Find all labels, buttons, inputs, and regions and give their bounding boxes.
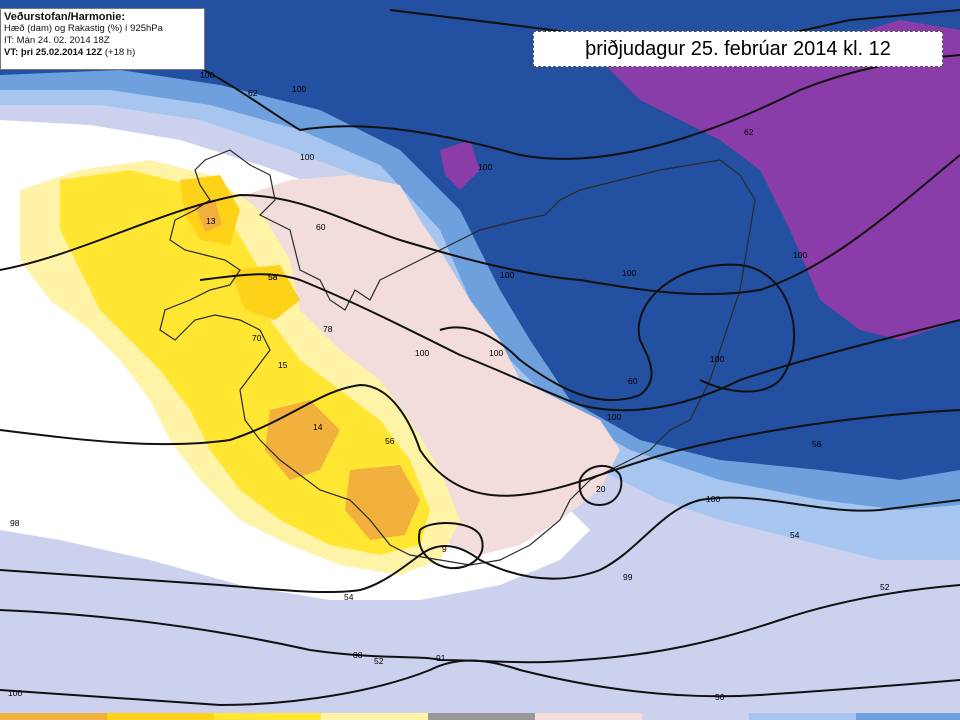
contour-label: 60 — [316, 222, 326, 232]
height-contours — [0, 9, 960, 707]
valid-time: VT: þri 25.02.2014 12Z (+18 h) — [4, 47, 201, 59]
humidity-label: 100 — [478, 162, 492, 172]
humidity-label: 15 — [278, 360, 288, 370]
humidity-label: 100 — [8, 688, 22, 698]
scale-gray — [428, 713, 535, 720]
humidity-label: 70 — [252, 333, 262, 343]
contour-label: 56 — [812, 439, 822, 449]
humidity-label: 100 — [706, 494, 720, 504]
scale-orange — [0, 713, 107, 720]
contour-label: 52 — [880, 582, 890, 592]
forecast-info-panel: Veðurstofan/Harmonie: Hæð (dam) og Rakas… — [0, 8, 205, 70]
contour-label: 54 — [344, 592, 354, 602]
height-contour-labels: 62 60 58 56 54 52 50 62 60 56 54 52 — [248, 88, 890, 702]
contour-label: 50 — [715, 692, 725, 702]
humidity-label: 100 — [200, 70, 214, 80]
humidity-label: 14 — [313, 422, 323, 432]
contour-52 — [0, 584, 960, 664]
humidity-labels: 100 100 100 100 100 100 100 100 100 100 … — [8, 70, 807, 698]
contour-54 — [0, 496, 960, 594]
contour-60 — [0, 154, 960, 296]
variable-description: Hæð (dam) og Rakastig (%) í 925hPa — [4, 23, 163, 34]
humidity-label: 99 — [623, 572, 633, 582]
contour-20-loop — [578, 465, 623, 507]
humidity-label: 100 — [292, 84, 306, 94]
contour-62b — [119, 39, 960, 160]
humidity-band-orange-1 — [265, 400, 340, 480]
humidity-label: 100 — [607, 412, 621, 422]
scale-pink — [535, 713, 642, 720]
contour-label: 54 — [790, 530, 800, 540]
humidity-label: 100 — [300, 152, 314, 162]
contour-label: 62 — [744, 127, 754, 137]
humidity-label: 13 — [206, 216, 216, 226]
iceland-coastline — [159, 149, 756, 566]
model-title: Veðurstofan/Harmonie: — [4, 11, 126, 23]
valid-time-offset: (+18 h) — [104, 47, 136, 58]
humidity-label: 100 — [415, 348, 429, 358]
humidity-label: 100 — [710, 354, 724, 364]
scale-gold — [107, 713, 214, 720]
contour-56 — [0, 383, 960, 497]
humidity-label: 91 — [436, 653, 446, 663]
scale-lavender — [642, 713, 749, 720]
initial-time: IT: Mán 24. 02. 2014 18Z — [4, 35, 110, 46]
humidity-label: 88 — [353, 650, 363, 660]
humidity-label: 100 — [500, 270, 514, 280]
humidity-label: 98 — [10, 518, 20, 528]
humidity-band-yellow — [60, 170, 430, 555]
humidity-band-purple — [600, 20, 960, 340]
contour-50 — [0, 659, 960, 707]
humidity-band-gold-2 — [230, 265, 300, 320]
humidity-band-pink — [230, 175, 620, 555]
humidity-band-orange-2 — [345, 465, 420, 540]
humidity-label: 100 — [622, 268, 636, 278]
scale-paleyellow — [321, 713, 428, 720]
color-scale-strip — [0, 713, 960, 720]
humidity-label: 58 — [268, 272, 278, 282]
humidity-band-orange-3 — [195, 200, 222, 232]
contour-label: 60 — [628, 376, 638, 386]
scale-lightblue — [749, 713, 856, 720]
humidity-label: 100 — [489, 348, 503, 358]
date-banner: þriðjudagur 25. febrúar 2014 kl. 12 — [533, 31, 943, 67]
contour-54-loop — [418, 522, 484, 570]
contour-label: 62 — [248, 88, 258, 98]
scale-yellow — [214, 713, 321, 720]
humidity-label: 78 — [323, 324, 333, 334]
contour-label: 58 — [268, 272, 278, 282]
contour-label: 52 — [374, 656, 384, 666]
valid-time-value: VT: þri 25.02.2014 12Z — [4, 47, 103, 58]
contour-label: 56 — [385, 436, 395, 446]
humidity-label: 20 — [596, 484, 606, 494]
contour-60b — [439, 263, 795, 402]
humidity-label: 100 — [793, 250, 807, 260]
humidity-band-purple-2 — [440, 140, 480, 190]
contour-58 — [199, 273, 960, 412]
humidity-label: 9 — [442, 544, 447, 554]
scale-midblue — [856, 713, 960, 720]
